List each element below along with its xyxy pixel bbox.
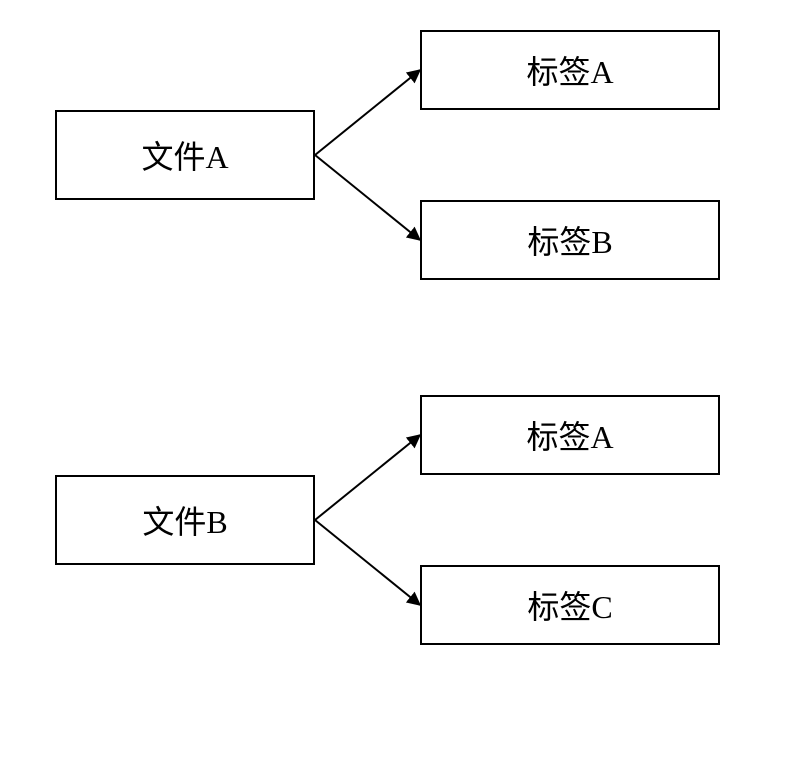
edge-fileA-tagA1	[315, 70, 420, 155]
node-tagA2: 标签A	[420, 395, 720, 475]
node-fileB: 文件B	[55, 475, 315, 565]
edge-fileB-tagC	[315, 520, 420, 605]
node-fileA: 文件A	[55, 110, 315, 200]
diagram-canvas: 文件A 标签A 标签B 文件B 标签A 标签C	[0, 0, 800, 758]
node-label: 标签A	[526, 47, 613, 93]
node-tagB: 标签B	[420, 200, 720, 280]
node-label: 标签C	[527, 582, 612, 628]
edge-fileB-tagA2	[315, 435, 420, 520]
node-tagC: 标签C	[420, 565, 720, 645]
node-tagA1: 标签A	[420, 30, 720, 110]
node-label: 文件B	[142, 497, 227, 543]
node-label: 文件A	[141, 132, 228, 178]
edge-fileA-tagB	[315, 155, 420, 240]
node-label: 标签B	[527, 217, 612, 263]
node-label: 标签A	[526, 412, 613, 458]
